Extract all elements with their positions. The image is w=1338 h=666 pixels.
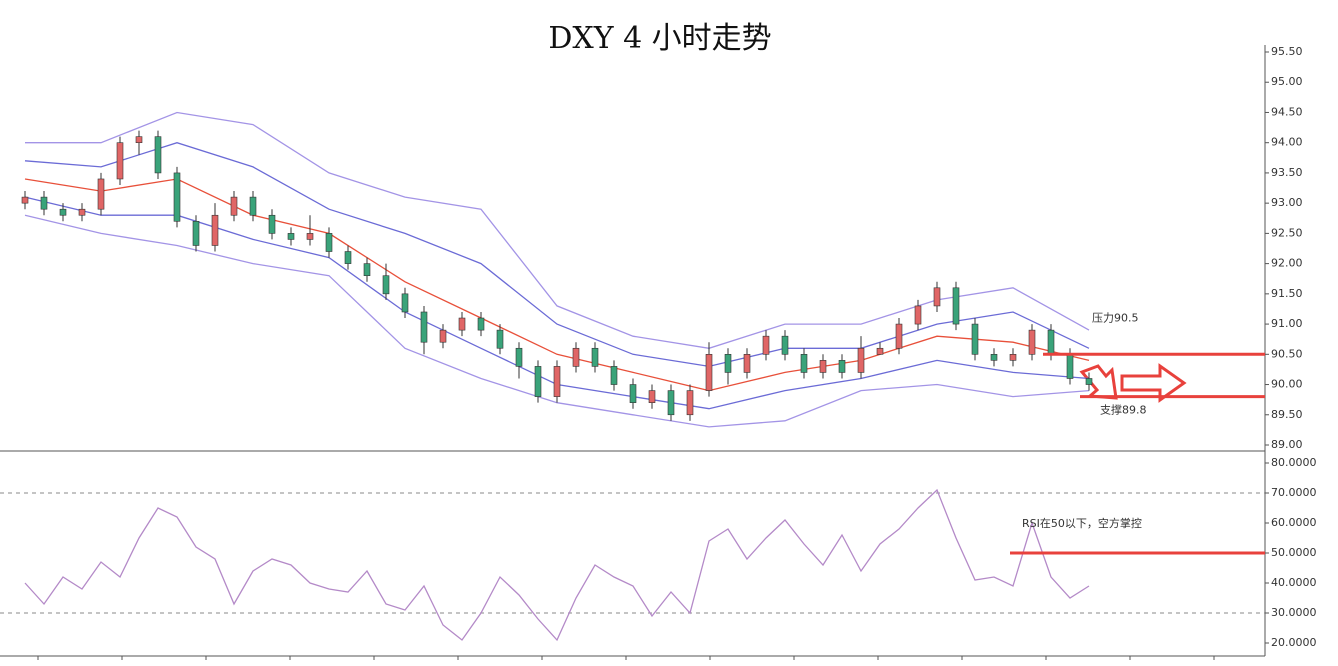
candle-body [724,354,732,373]
candle-body [401,293,409,313]
candle-body [287,233,295,240]
y-tick-label: 89.00 [1271,438,1303,451]
candle-body [230,196,238,216]
candle-body [1047,329,1055,355]
candle-body [439,329,447,343]
y-tick-label: 80.0000 [1271,456,1317,469]
candle-body [591,347,599,367]
candle-body [895,323,903,349]
candle-body [325,233,333,252]
y-tick-label: 89.50 [1271,408,1303,421]
arrow [1079,364,1118,400]
y-tick-label: 40.0000 [1271,576,1317,589]
candle-body [363,263,371,277]
y-tick-label: 95.00 [1271,75,1303,88]
candle-body [192,220,200,246]
annotation: RSI在50以下，空方掌控 [1022,516,1142,530]
candle-body [477,317,485,331]
candle-body [572,347,580,367]
candle-body [1085,378,1093,385]
candle-body [952,287,960,325]
y-tick-label: 94.00 [1271,136,1303,149]
candle-body [249,196,257,216]
candle-body [534,366,542,397]
candle-body [78,208,86,216]
candle-body [971,323,979,355]
annotation: 压力90.5 [1092,311,1139,324]
y-tick-label: 60.0000 [1271,516,1317,529]
y-tick-label: 20.0000 [1271,636,1317,649]
candle-body [344,251,352,264]
candle-body [667,390,675,416]
candle-body [116,142,124,180]
y-tick-label: 92.50 [1271,226,1303,239]
candle-body [515,347,523,367]
band-line [24,214,1090,428]
candle-body [173,172,181,222]
candle-body [21,196,29,204]
band-line [24,142,1090,368]
y-tick-label: 93.00 [1271,196,1303,209]
arrow [1120,363,1187,403]
candle-body [59,208,67,216]
y-tick-label: 91.50 [1271,287,1303,300]
candle-body [819,360,827,373]
candle-body [382,275,390,295]
candle-body [420,311,428,343]
arrows [1079,363,1187,403]
y-tick-label: 30.0000 [1271,606,1317,619]
candle-body [458,317,466,331]
candle-body [40,196,48,210]
candle-body [154,136,162,174]
candle-body [743,354,751,373]
candle-body [705,354,713,391]
candle-body [1028,329,1036,355]
candle-body [268,214,276,234]
candle-body [800,354,808,373]
rsi-line [24,488,1090,642]
y-tick-label: 90.00 [1271,378,1303,391]
y-tick-label: 70.0000 [1271,486,1317,499]
band-line [24,178,1090,392]
candle-body [781,335,789,355]
y-tick-label: 92.00 [1271,257,1303,270]
candle-body [1009,354,1017,361]
y-tick-label: 95.50 [1271,45,1303,58]
candle-body [1066,354,1074,379]
candle-body [97,178,105,210]
candle-body [306,233,314,240]
y-tick-label: 91.00 [1271,317,1303,330]
candle-body [838,360,846,373]
annotation: 支撑89.8 [1100,403,1147,417]
y-tick-label: 50.0000 [1271,546,1317,559]
candle-body [914,305,922,325]
y-tick-label: 94.50 [1271,105,1303,118]
candle-body [933,287,941,307]
y-tick-label: 90.50 [1271,347,1303,360]
candle-body [610,366,618,385]
band-line [25,111,1090,349]
candle-body [648,390,656,403]
candle-body [553,366,561,397]
candle-body [762,335,770,355]
candle-body [876,347,884,355]
candle-body [857,347,865,373]
candle-body [135,136,143,143]
candle-body [496,329,504,349]
candle-body [990,354,998,361]
y-tick-label: 93.50 [1271,166,1303,179]
candle-body [211,214,219,246]
candle-body [686,390,694,416]
candle-body [629,384,637,403]
chart-title: DXY 4 小时走势 [548,21,771,56]
